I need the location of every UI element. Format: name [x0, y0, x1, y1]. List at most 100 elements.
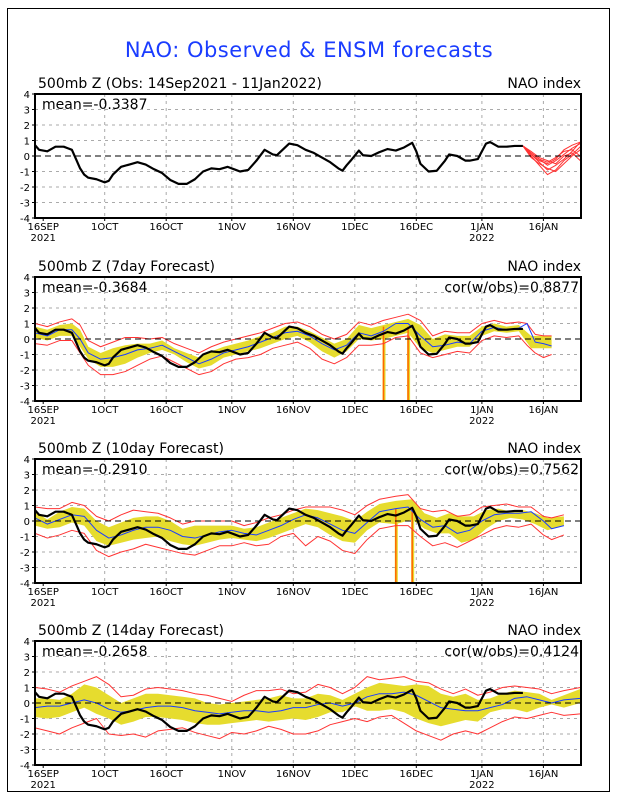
y-tick-label: 2 — [24, 668, 30, 679]
y-tick-label: 0 — [24, 517, 30, 528]
ensemble-min-line — [35, 711, 581, 741]
x-tick-year-label: 2022 — [469, 598, 494, 609]
x-tick-label: 16OCT — [149, 587, 184, 598]
ensemble-member-line — [522, 145, 581, 163]
y-tick-label: -3 — [20, 199, 30, 210]
y-tick-label: -2 — [20, 366, 30, 377]
observed-line — [35, 323, 523, 368]
x-tick-label: 16JAN — [528, 769, 558, 780]
y-tick-label: -2 — [20, 183, 30, 194]
y-tick-label: -1 — [20, 351, 30, 362]
ensemble-spread-band — [35, 682, 581, 727]
panel-2: 500mb Z (7day Forecast) NAO index 4 3 2 1 0 -1 -… — [20, 259, 582, 427]
x-tick-label: 1OCT — [91, 587, 119, 598]
x-tick-year-label: 2021 — [30, 233, 55, 244]
x-tick-label: 16SEP — [27, 222, 58, 233]
ensemble-min-line — [35, 335, 552, 376]
x-tick-year-label: 2021 — [30, 416, 55, 427]
y-tick-label: -4 — [20, 214, 30, 225]
x-tick-label: 1DEC — [341, 405, 368, 416]
y-tick-label: -3 — [20, 746, 30, 757]
panel-1: 500mb Z (Obs: 14Sep2021 - 11Jan2022) NAO … — [20, 76, 582, 244]
y-tick-label: -3 — [20, 564, 30, 575]
plot-area — [35, 313, 552, 401]
correlation-annotation: cor(w/obs)=0.8877 — [444, 280, 579, 296]
ensemble-member-line — [522, 145, 581, 165]
x-tick-label: 16NOV — [276, 222, 311, 233]
ensemble-max-line — [35, 313, 552, 354]
panel-right-label: NAO index — [507, 441, 581, 457]
x-tick-label: 16SEP — [27, 587, 58, 598]
y-tick-label: 0 — [24, 152, 30, 163]
panel-3: 500mb Z (10day Forecast) NAO index 4 3 2 1 0 -1… — [20, 441, 582, 609]
panel-4: 500mb Z (14day Forecast) NAO index 4 3 2 1 0 -1… — [20, 623, 582, 791]
y-tick-label: -3 — [20, 382, 30, 393]
x-tick-label: 1DEC — [341, 769, 368, 780]
ensemble-spread-band — [35, 499, 564, 546]
y-tick-label: 4 — [24, 637, 30, 648]
x-tick-year-label: 2021 — [30, 780, 55, 791]
mean-annotation: mean=-0.2658 — [42, 644, 147, 660]
x-tick-label: 16OCT — [149, 769, 184, 780]
y-tick-label: 1 — [24, 502, 30, 513]
observed-line — [35, 687, 523, 733]
x-tick-label: 1OCT — [91, 769, 119, 780]
y-tick-label: -1 — [20, 168, 30, 179]
panel-right-label: NAO index — [507, 259, 581, 275]
y-tick-label: 3 — [24, 289, 30, 300]
y-tick-label: 2 — [24, 486, 30, 497]
panel-title: 500mb Z (10day Forecast) — [38, 441, 224, 457]
x-tick-label: 1JAN — [470, 769, 493, 780]
y-tick-label: 3 — [24, 653, 30, 664]
x-tick-label: 1JAN — [470, 587, 493, 598]
x-tick-label: 1NOV — [218, 769, 247, 780]
observed-line — [35, 140, 523, 185]
y-tick-label: 4 — [24, 273, 30, 284]
panel-right-label: NAO index — [507, 623, 581, 639]
y-tick-label: -1 — [20, 533, 30, 544]
panel-right-label: NAO index — [507, 76, 581, 92]
x-tick-label: 1OCT — [91, 222, 119, 233]
plot-area — [35, 676, 581, 741]
y-tick-label: -4 — [20, 761, 30, 772]
y-tick-label: 3 — [24, 471, 30, 482]
x-tick-label: 16DEC — [399, 769, 433, 780]
y-tick-label: 3 — [24, 106, 30, 117]
x-tick-label: 16DEC — [399, 587, 433, 598]
x-tick-year-label: 2021 — [30, 598, 55, 609]
x-tick-label: 16JAN — [528, 587, 558, 598]
ensemble-mean-line — [35, 323, 552, 365]
mean-annotation: mean=-0.2910 — [42, 462, 147, 478]
y-tick-label: 1 — [24, 137, 30, 148]
x-tick-label: 1JAN — [470, 405, 493, 416]
y-tick-label: -1 — [20, 715, 30, 726]
x-tick-label: 16DEC — [399, 222, 433, 233]
panel-title: 500mb Z (Obs: 14Sep2021 - 11Jan2022) — [38, 76, 322, 92]
y-tick-label: -2 — [20, 548, 30, 559]
x-tick-label: 16JAN — [528, 222, 558, 233]
x-tick-label: 1NOV — [218, 222, 247, 233]
x-tick-label: 16OCT — [149, 222, 184, 233]
ensemble-max-line — [35, 494, 565, 527]
x-tick-label: 16SEP — [27, 405, 58, 416]
x-tick-label: 1NOV — [218, 405, 247, 416]
y-tick-label: 1 — [24, 320, 30, 331]
ensemble-min-line — [35, 523, 565, 558]
x-tick-label: 16NOV — [276, 587, 311, 598]
y-tick-label: 4 — [24, 90, 30, 101]
observed-line — [35, 505, 523, 551]
correlation-annotation: cor(w/obs)=0.7562 — [444, 462, 579, 478]
x-tick-year-label: 2022 — [469, 233, 494, 244]
panel-title: 500mb Z (7day Forecast) — [38, 259, 215, 275]
ensemble-member-line — [522, 141, 581, 165]
x-tick-label: 16NOV — [276, 769, 311, 780]
y-tick-label: -2 — [20, 730, 30, 741]
mean-annotation: mean=-0.3387 — [42, 97, 147, 113]
plot-area — [35, 140, 581, 185]
x-tick-label: 1NOV — [218, 587, 247, 598]
x-tick-year-label: 2022 — [469, 416, 494, 427]
x-tick-label: 16JAN — [528, 405, 558, 416]
x-tick-label: 1DEC — [341, 222, 368, 233]
plot-area — [35, 494, 565, 583]
